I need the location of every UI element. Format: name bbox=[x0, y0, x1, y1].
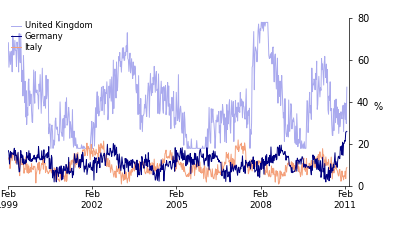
Y-axis label: %: % bbox=[373, 102, 382, 112]
Line: Germany: Germany bbox=[8, 131, 347, 182]
Line: United Kingdom: United Kingdom bbox=[8, 22, 347, 148]
Line: Italy: Italy bbox=[8, 140, 347, 184]
Legend: United Kingdom, Germany, Italy: United Kingdom, Germany, Italy bbox=[10, 21, 93, 53]
